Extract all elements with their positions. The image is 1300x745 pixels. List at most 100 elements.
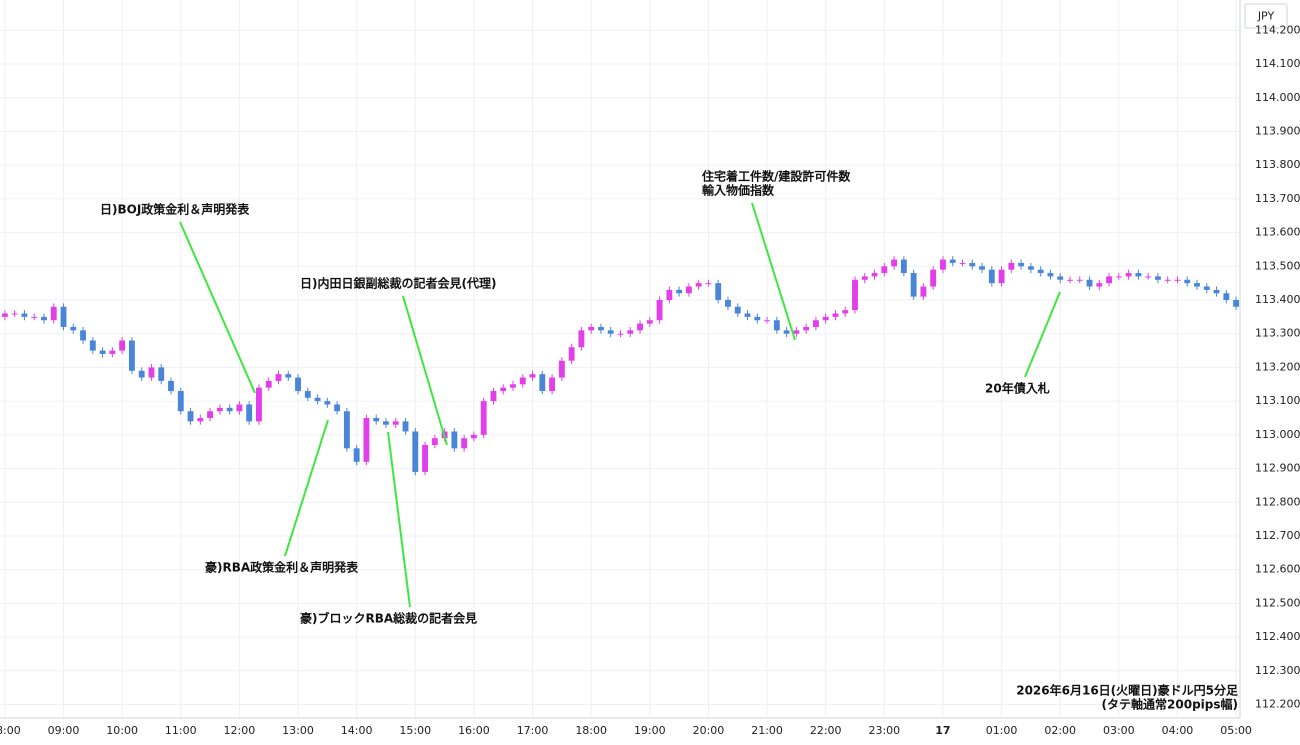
candle-body <box>842 310 849 314</box>
x-tick-label: 16:00 <box>458 724 490 737</box>
candle-body <box>490 391 497 402</box>
candle-body <box>949 259 956 263</box>
leader-line <box>284 419 329 557</box>
candle-body <box>334 404 341 412</box>
y-tick-label: 113.000 <box>1255 428 1300 441</box>
candle-body <box>734 306 741 314</box>
candle-body <box>695 283 702 287</box>
candle-body <box>11 313 18 315</box>
candle-body <box>158 367 165 381</box>
candle-body <box>803 326 810 331</box>
candle-body <box>744 313 751 317</box>
candle-body <box>402 421 409 432</box>
y-tick-label: 114.200 <box>1255 23 1300 36</box>
y-tick-label: 112.800 <box>1255 495 1300 508</box>
x-tick-label: 21:00 <box>751 724 783 737</box>
candle-body <box>666 289 673 301</box>
candle-body <box>119 340 126 351</box>
candle-body <box>324 401 331 405</box>
candle-body <box>197 417 204 422</box>
candle-body <box>41 316 47 321</box>
candle-body <box>99 350 106 354</box>
candle-body <box>304 391 311 398</box>
caption: (タテ軸通常200pips幅) <box>1102 697 1238 712</box>
candle-body <box>236 404 243 412</box>
candle-body <box>89 340 96 351</box>
y-tick-label: 112.600 <box>1255 563 1300 576</box>
candle-body <box>793 330 800 334</box>
candle-body <box>979 266 985 270</box>
candle-body <box>1018 262 1025 267</box>
candle-body <box>754 316 761 321</box>
candle-body <box>861 276 868 280</box>
candle-body <box>431 438 438 445</box>
x-tick-label: 23:00 <box>868 724 900 737</box>
candle-body <box>568 347 575 361</box>
candle-body <box>822 316 829 321</box>
candle-body <box>519 377 526 385</box>
candle-body <box>773 320 780 331</box>
x-tick-label: 13:00 <box>282 724 314 737</box>
candle-body <box>881 266 888 274</box>
x-tick-label: 14:00 <box>341 724 373 737</box>
x-tick-label: 02:00 <box>1044 724 1076 737</box>
x-tick-label: 09:00 <box>48 724 80 737</box>
candle-body <box>1067 279 1073 281</box>
candle-body <box>422 444 428 472</box>
x-tick-label: 15:00 <box>399 724 431 737</box>
x-tick-label: 17 <box>935 724 950 737</box>
candle-body <box>969 262 976 267</box>
candle-body <box>207 411 214 418</box>
candles <box>1 256 1240 476</box>
candle-body <box>812 320 819 327</box>
candle-body <box>930 269 937 287</box>
candle-body <box>578 330 585 348</box>
candle-body <box>715 283 722 301</box>
candle-body <box>959 262 966 264</box>
candle-body <box>852 279 858 311</box>
candle-body <box>470 434 477 439</box>
annotation: 豪)RBA政策金利＆声明発表 <box>205 560 359 575</box>
x-tick-label: 08:00 <box>0 724 21 737</box>
candle-body <box>500 387 507 392</box>
candle-body <box>598 326 604 331</box>
annotation: 日)内田日銀副総裁の記者会見(代理) <box>300 276 496 291</box>
y-tick-label: 112.500 <box>1255 596 1300 609</box>
leader-line <box>402 295 448 446</box>
candle-body <box>1057 276 1064 280</box>
candle-body <box>910 273 917 297</box>
y-tick-label: 113.400 <box>1255 293 1300 306</box>
candle-body <box>539 374 546 392</box>
candle-body <box>1115 276 1122 278</box>
candle-body <box>1 313 8 317</box>
currency-box <box>1244 3 1288 29</box>
candle-body <box>461 438 468 449</box>
candle-body <box>832 313 839 317</box>
candle-body <box>70 326 77 331</box>
y-tick-label: 113.700 <box>1255 192 1300 205</box>
candle-body <box>216 407 223 412</box>
candle-body <box>656 300 663 321</box>
candle-body <box>412 431 419 472</box>
candle-body <box>920 286 927 297</box>
x-tick-label: 20:00 <box>693 724 725 737</box>
candle-body <box>343 411 350 449</box>
candle-body <box>50 306 57 321</box>
candle-body <box>275 374 282 381</box>
annotation: 輸入物価指数 <box>702 183 775 198</box>
leader-line <box>179 221 256 394</box>
y-tick-label: 113.600 <box>1255 226 1300 239</box>
candle-body <box>128 340 135 371</box>
candle-body <box>1096 283 1103 287</box>
grid <box>0 0 1240 718</box>
y-tick-label: 112.400 <box>1255 630 1300 643</box>
candle-body <box>1086 279 1093 287</box>
candle-body <box>617 333 624 335</box>
y-tick-label: 112.900 <box>1255 462 1300 475</box>
candle-body <box>1027 266 1034 270</box>
x-tick-label: 03:00 <box>1103 724 1135 737</box>
candle-body <box>353 448 360 462</box>
candle-body <box>295 377 301 392</box>
candle-body <box>510 384 516 388</box>
